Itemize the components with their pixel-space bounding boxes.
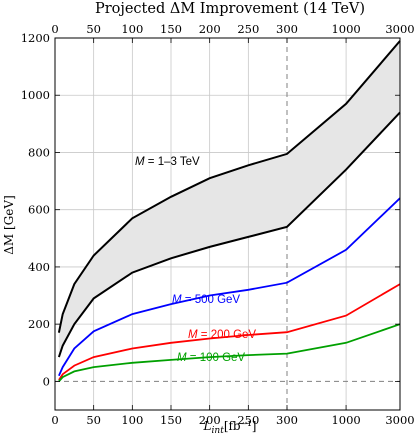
x-tick-label-bottom: 150 [160,413,182,427]
y-axis-label: ΔM [GeV] [2,195,16,254]
series-line-1 [58,283,401,381]
x-tick-label-top: 3000 [385,22,414,36]
x-axis-label-main: L [203,419,212,433]
band-label-prefix: M [135,156,145,168]
series-label-0-rest: = 500 GeV [182,294,241,306]
series-label-2: M = 100 GeV [177,352,245,364]
series-line-0 [58,197,401,377]
x-axis-label-unit: [fb⁻¹] [224,419,257,433]
y-tick-label: 1000 [21,88,50,102]
x-tick-label-top: 50 [86,22,101,36]
tick-labels: 0 0 50 50 100 100 150 150 200 200 250 250 300 300 1000… [21,22,415,427]
x-tick-label-bottom: 300 [276,413,298,427]
series-label-2-prefix: M [177,352,187,364]
band-label: M = 1–3 TeV [135,156,200,168]
x-axis-label-sub: int [212,426,225,435]
grid [55,37,401,410]
series-lines [58,197,401,382]
band-fill [58,40,401,358]
x-tick-label-top: 250 [237,22,259,36]
plot-border [54,37,401,411]
x-tick-label-bottom: 100 [121,413,143,427]
band-upper-line [57,40,401,333]
x-tick-label-top: 300 [276,22,298,36]
y-tick-label: 0 [43,374,50,388]
x-tick-label-top: 150 [160,22,182,36]
series-label-1: M = 200 GeV [188,329,256,341]
series-label-1-prefix: M [188,329,198,341]
x-tick-label-top: 1000 [331,22,360,36]
plot-frame [54,37,401,411]
mass-band [57,40,401,358]
y-tick-label: 400 [28,260,50,274]
chart-title: Projected ΔM Improvement (14 TeV) [95,1,365,17]
x-tick-label-bottom: 50 [86,413,101,427]
y-tick-label: 200 [28,317,50,331]
x-tick-label-top: 100 [121,22,143,36]
y-tick-label: 800 [28,145,50,159]
x-tick-label-bottom: 1000 [331,413,360,427]
x-tick-label-bottom: 250 [237,413,259,427]
y-tick-label: 1200 [21,31,50,45]
series-line-2 [58,323,401,382]
x-tick-label-bottom: 0 [51,413,58,427]
x-tick-label-bottom: 3000 [385,413,414,427]
series-label-0-prefix: M [172,294,182,306]
x-axis-label: Lint[fb⁻¹] [203,419,257,435]
band-lower-line [57,111,401,358]
x-tick-label-bottom: 200 [199,413,221,427]
series-label-1-rest: = 200 GeV [198,329,257,341]
x-tick-label-top: 200 [199,22,221,36]
x-tick-label-top: 0 [51,22,58,36]
y-tick-label: 600 [28,203,50,217]
series-label-0: M = 500 GeV [172,294,240,306]
band-label-rest: = 1–3 TeV [145,156,200,168]
series-label-2-rest: = 100 GeV [187,352,246,364]
